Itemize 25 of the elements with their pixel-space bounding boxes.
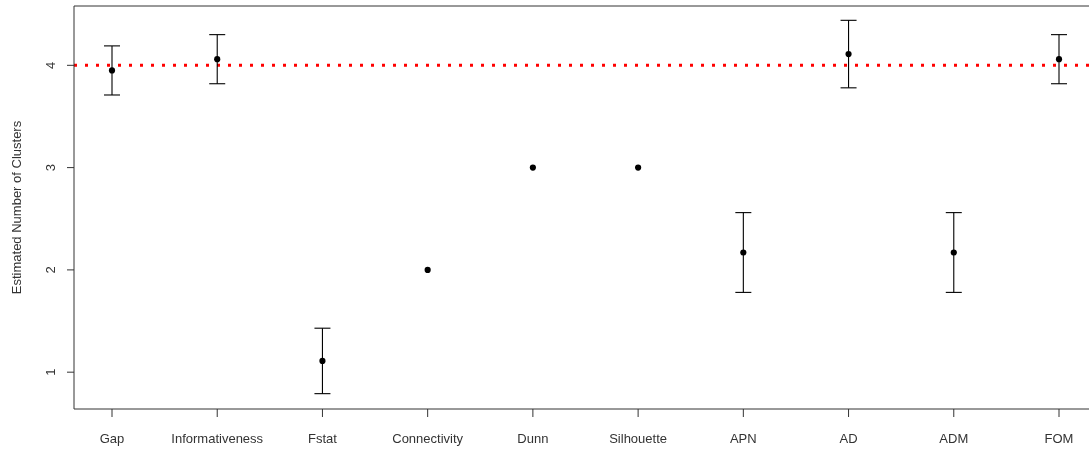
point: [740, 249, 747, 256]
x-tick-label: APN: [729, 431, 757, 447]
y-tick-label: 4: [43, 61, 58, 69]
x-tick-label: ADM: [939, 431, 969, 447]
point: [424, 266, 431, 273]
point: [845, 50, 852, 58]
y-tick-label: 2: [43, 266, 58, 274]
y-tick-label: 3: [43, 163, 58, 172]
x-tick-label: Gap: [99, 431, 125, 447]
point: [319, 357, 326, 365]
point: [1055, 56, 1063, 63]
x-tick-label: Dunn: [517, 431, 549, 447]
point: [529, 164, 536, 171]
x-tick-label: Connectivity: [392, 431, 464, 447]
x-tick-label: Silhouette: [609, 431, 668, 447]
point: [635, 164, 642, 171]
x-tick-label: Fstat: [307, 431, 338, 447]
y-tick-label: 1: [43, 368, 58, 376]
point: [108, 67, 116, 74]
x-tick-label: AD: [839, 431, 858, 447]
x-tick-label: FOM: [1044, 431, 1074, 447]
point: [214, 56, 221, 63]
point: [950, 249, 957, 256]
x-tick-label: Informativeness: [171, 431, 264, 447]
y-axis-title: Estimated Number of Clusters: [9, 120, 24, 295]
